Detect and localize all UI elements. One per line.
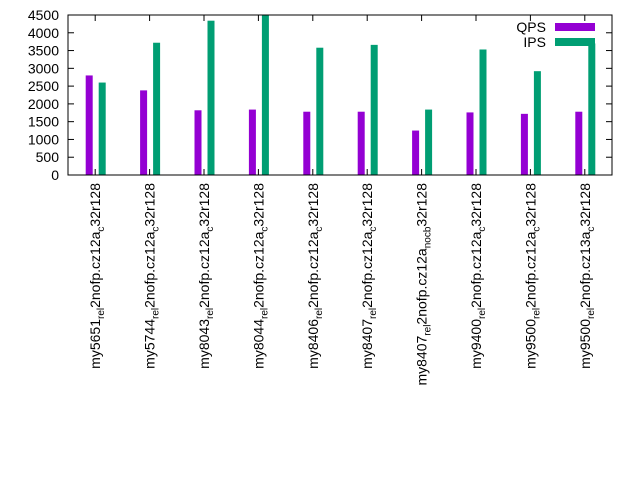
y-tick-label: 1000 xyxy=(28,131,59,147)
legend-swatch-qps xyxy=(555,23,595,31)
bars-layer xyxy=(85,15,596,175)
y-tick-label: 4500 xyxy=(28,7,59,23)
bar-qps-5 xyxy=(303,111,311,175)
bar-qps-4 xyxy=(248,109,256,175)
bar-ips-1 xyxy=(98,82,106,175)
bar-ips-5 xyxy=(316,47,324,175)
bar-qps-2 xyxy=(140,90,148,175)
x-tick-label-3: my8043rel2nofp.cz12ac32r128 xyxy=(196,183,216,369)
plot-frame xyxy=(67,14,613,176)
legend-swatch-ips xyxy=(555,38,595,46)
bar-qps-3 xyxy=(194,110,202,175)
axes-layer xyxy=(67,14,613,176)
bar-ips-8 xyxy=(479,49,487,175)
bar-ips-2 xyxy=(153,42,161,175)
y-tick-label: 1500 xyxy=(28,114,59,130)
x-tick-label-4: my8044rel2nofp.cz12ac32r128 xyxy=(250,183,270,369)
bar-qps-6 xyxy=(357,111,365,175)
x-tick-label-8: my9400rel2nofp.cz12ac32r128 xyxy=(468,183,488,369)
bar-ips-4 xyxy=(261,15,269,175)
x-tick-label-10: my9500rel2nofp.cz13ac32r128 xyxy=(577,183,597,369)
y-tick-label: 3500 xyxy=(28,43,59,59)
bar-ips-3 xyxy=(207,20,215,175)
x-tick-label-1: my5651rel2nofp.cz12ac32r128 xyxy=(87,183,107,369)
bar-ips-6 xyxy=(370,44,378,175)
x-tick-label-7: my8407rel2nofp.cz12anocb32r128 xyxy=(414,183,434,386)
y-tick-label: 0 xyxy=(51,167,59,183)
x-tick-label-5: my8406rel2nofp.cz12ac32r128 xyxy=(305,183,325,369)
legend-label-qps: QPS xyxy=(516,19,546,35)
bar-ips-7 xyxy=(425,109,433,175)
x-tick-label-2: my5744rel2nofp.cz12ac32r128 xyxy=(142,183,162,369)
bar-qps-9 xyxy=(520,113,528,175)
x-axis-labels: my5651rel2nofp.cz12ac32r128 my5744rel2nof… xyxy=(87,15,597,386)
y-tick-label: 4000 xyxy=(28,25,59,41)
bar-qps-8 xyxy=(466,112,474,175)
x-tick-label-9: my9500rel2nofp.cz12ac32r128 xyxy=(522,183,542,369)
y-tick-label: 3000 xyxy=(28,60,59,76)
bar-qps-10 xyxy=(575,111,583,175)
y-tick-label: 500 xyxy=(36,149,60,165)
x-tick-label-6: my8407rel2nofp.cz12ac32r128 xyxy=(359,183,379,369)
bar-ips-10 xyxy=(588,43,596,175)
y-tick-label: 2000 xyxy=(28,96,59,112)
bar-qps-1 xyxy=(85,75,93,175)
legend-label-ips: IPS xyxy=(523,34,546,50)
bar-ips-9 xyxy=(533,71,541,175)
y-tick-label: 2500 xyxy=(28,78,59,94)
bar-qps-7 xyxy=(412,130,420,175)
